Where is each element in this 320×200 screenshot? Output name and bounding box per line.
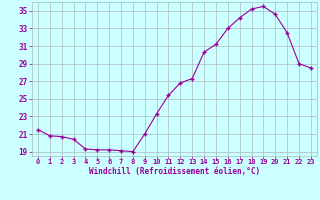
X-axis label: Windchill (Refroidissement éolien,°C): Windchill (Refroidissement éolien,°C) xyxy=(89,167,260,176)
